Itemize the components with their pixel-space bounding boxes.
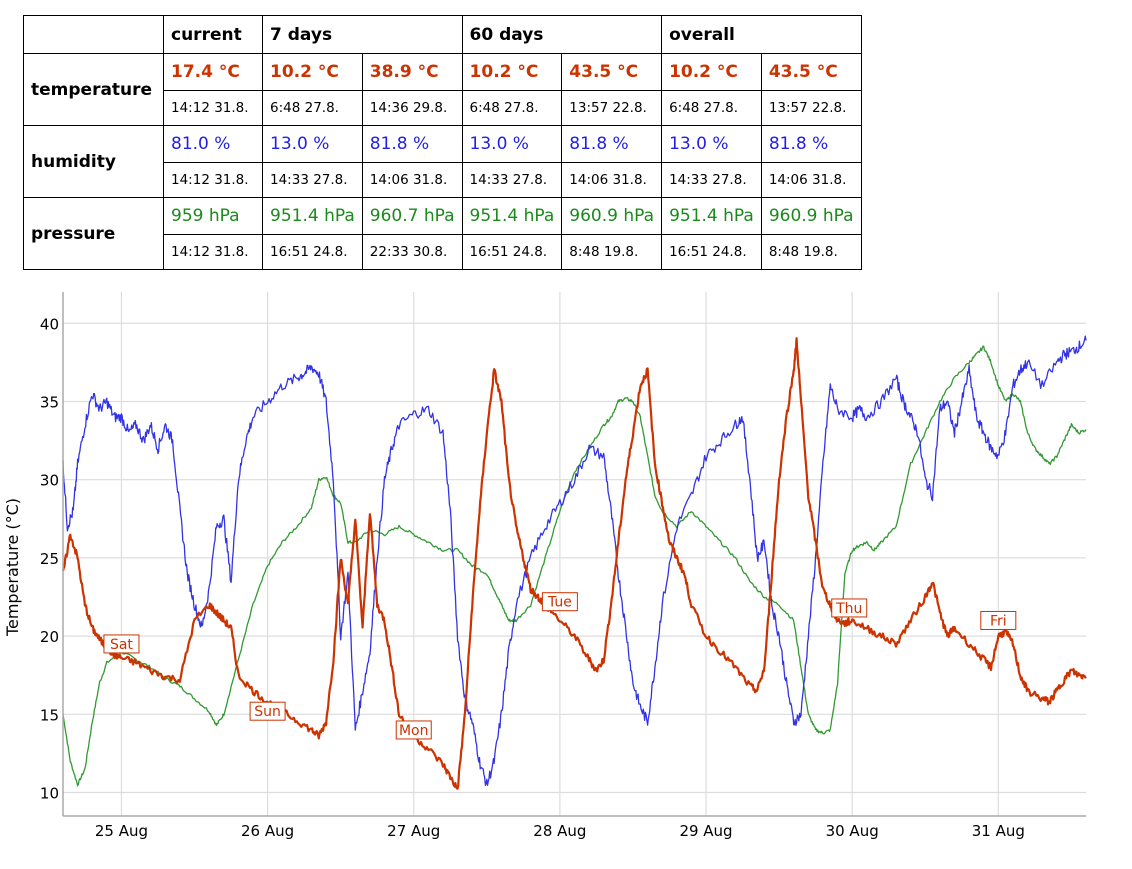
pressure-value-cell: 951.4 hPa xyxy=(461,197,563,235)
humidity-value-cell: 81.0 % xyxy=(163,125,263,163)
y-tick-label: 30 xyxy=(40,472,59,490)
pressure-series-line xyxy=(62,345,1087,787)
temperature-value-cell: 10.2 °C xyxy=(461,53,563,91)
pressure-time-cell: 16:51 24.8. xyxy=(661,234,762,270)
humidity-time-cell: 14:06 31.8. xyxy=(361,162,463,198)
annotation-box xyxy=(249,701,286,721)
humidity-time-cell: 14:33 27.8. xyxy=(661,162,762,198)
statistics-table: current 7 days 60 days overall temperatu… xyxy=(23,15,862,270)
humidity-time-cell: 14:06 31.8. xyxy=(760,162,862,198)
humidity-time-cell: 14:06 31.8. xyxy=(561,162,663,198)
temperature-time-cell: 6:48 27.8. xyxy=(461,90,563,126)
pressure-value-cell: 960.7 hPa xyxy=(361,197,463,235)
humidity-value-cell: 13.0 % xyxy=(262,125,363,163)
x-tick-label: 27 Aug xyxy=(387,822,440,840)
temperature-value-cell: 38.9 °C xyxy=(361,53,463,91)
temperature-value-cell: 10.2 °C xyxy=(661,53,762,91)
row-label-pressure: pressure xyxy=(23,197,164,270)
y-tick-label: 15 xyxy=(40,706,59,724)
y-tick-label: 25 xyxy=(40,550,59,568)
x-tick-label: 26 Aug xyxy=(241,822,294,840)
day-annotation: Sun xyxy=(249,701,286,721)
pressure-value-cell: 960.9 hPa xyxy=(760,197,862,235)
table-row-pressure-times: 14:12 31.8. 16:51 24.8. 22:33 30.8. 16:51 2… xyxy=(24,234,862,270)
annotation-box xyxy=(831,598,868,618)
pressure-time-cell: 8:48 19.8. xyxy=(561,234,663,270)
annotation-box xyxy=(541,592,578,612)
header-current: current xyxy=(163,15,263,54)
pressure-value-cell: 959 hPa xyxy=(163,197,263,235)
temperature-time-cell: 6:48 27.8. xyxy=(661,90,762,126)
humidity-value-cell: 81.8 % xyxy=(760,125,862,163)
temperature-time-cell: 13:57 22.8. xyxy=(760,90,862,126)
annotation-label: Tue xyxy=(547,595,572,611)
pressure-value-cell: 960.9 hPa xyxy=(561,197,663,235)
temperature-value-cell: 43.5 °C xyxy=(760,53,862,91)
temperature-time-cell: 13:57 22.8. xyxy=(561,90,663,126)
day-annotation: Thu xyxy=(831,598,868,618)
temperature-value-cell: 10.2 °C xyxy=(262,53,363,91)
day-annotation: Mon xyxy=(395,720,432,740)
temperature-value-cell: 43.5 °C xyxy=(561,53,663,91)
x-tick-label: 31 Aug xyxy=(972,822,1025,840)
temperature-time-cell: 6:48 27.8. xyxy=(262,90,363,126)
annotation-label: Mon xyxy=(399,723,429,739)
day-annotation: Fri xyxy=(980,610,1017,630)
pressure-time-cell: 22:33 30.8. xyxy=(361,234,463,270)
pressure-value-cell: 951.4 hPa xyxy=(262,197,363,235)
day-annotation: Tue xyxy=(541,592,578,612)
x-tick-label: 29 Aug xyxy=(679,822,732,840)
pressure-time-cell: 8:48 19.8. xyxy=(760,234,862,270)
header-60-days: 60 days xyxy=(461,15,663,54)
annotation-label: Sun xyxy=(254,704,281,720)
y-tick-label: 20 xyxy=(40,628,59,646)
humidity-value-cell: 13.0 % xyxy=(461,125,563,163)
annotation-label: Thu xyxy=(835,601,862,617)
header-7-days: 7 days xyxy=(262,15,463,54)
x-tick-label: 25 Aug xyxy=(95,822,148,840)
table-row-temperature-values: temperature 17.4 °C 10.2 °C 38.9 °C 10.2 °C 4… xyxy=(23,53,862,126)
temperature-series-line xyxy=(61,337,1087,790)
table-row-temperature-times: 14:12 31.8. 6:48 27.8. 14:36 29.8. 6:48 27.… xyxy=(24,90,862,126)
y-tick-label: 35 xyxy=(40,393,59,411)
humidity-time-cell: 14:33 27.8. xyxy=(461,162,563,198)
humidity-series-line xyxy=(62,335,1087,787)
x-tick-label: 30 Aug xyxy=(826,822,879,840)
annotation-label: Sat xyxy=(110,637,133,653)
row-label-humidity: humidity xyxy=(23,125,164,198)
humidity-time-cell: 14:12 31.8. xyxy=(163,162,263,198)
y-axis-label: Temperature (°C) xyxy=(3,498,22,637)
humidity-value-cell: 13.0 % xyxy=(661,125,762,163)
pressure-time-cell: 16:51 24.8. xyxy=(461,234,563,270)
pressure-time-cell: 16:51 24.8. xyxy=(262,234,363,270)
table-row-pressure-values: pressure 959 hPa 951.4 hPa 960.7 hPa 951.4 h… xyxy=(23,197,862,270)
table-header-row: current 7 days 60 days overall xyxy=(23,15,862,54)
temperature-time-cell: 14:12 31.8. xyxy=(163,90,263,126)
humidity-value-cell: 81.8 % xyxy=(361,125,463,163)
chart-grid xyxy=(63,292,1086,816)
pressure-time-cell: 14:12 31.8. xyxy=(163,234,263,270)
y-tick-label: 40 xyxy=(40,315,59,333)
humidity-value-cell: 81.8 % xyxy=(561,125,663,163)
chart-annotations: Sat Sun Mon Tue Thu Fri xyxy=(103,592,1017,740)
table-row-humidity-times: 14:12 31.8. 14:33 27.8. 14:06 31.8. 14:33 2… xyxy=(24,162,862,198)
table-row-humidity-values: humidity 81.0 % 13.0 % 81.8 % 13.0 % 81.8 % 13… xyxy=(23,125,862,198)
temperature-time-cell: 14:36 29.8. xyxy=(361,90,463,126)
header-empty xyxy=(23,15,164,54)
annotation-box xyxy=(103,634,140,654)
temperature-value-cell: 17.4 °C xyxy=(163,53,263,91)
annotation-box xyxy=(980,610,1017,630)
day-annotation: Sat xyxy=(103,634,140,654)
header-overall: overall xyxy=(661,15,862,54)
annotation-box xyxy=(395,720,432,740)
temperature-chart: 10 15 20 25 30 35 40 25 Aug 26 Aug 27 Aug 28 Aug 29… xyxy=(3,292,1087,840)
annotation-label: Fri xyxy=(990,613,1007,629)
humidity-time-cell: 14:33 27.8. xyxy=(262,162,363,198)
y-tick-label: 10 xyxy=(40,785,59,803)
chart-series xyxy=(61,335,1087,790)
x-tick-label: 28 Aug xyxy=(533,822,586,840)
row-label-temperature: temperature xyxy=(23,53,164,126)
pressure-value-cell: 951.4 hPa xyxy=(661,197,762,235)
chart-axes: 10 15 20 25 30 35 40 25 Aug 26 Aug 27 Aug 28 Aug 29… xyxy=(40,292,1086,840)
